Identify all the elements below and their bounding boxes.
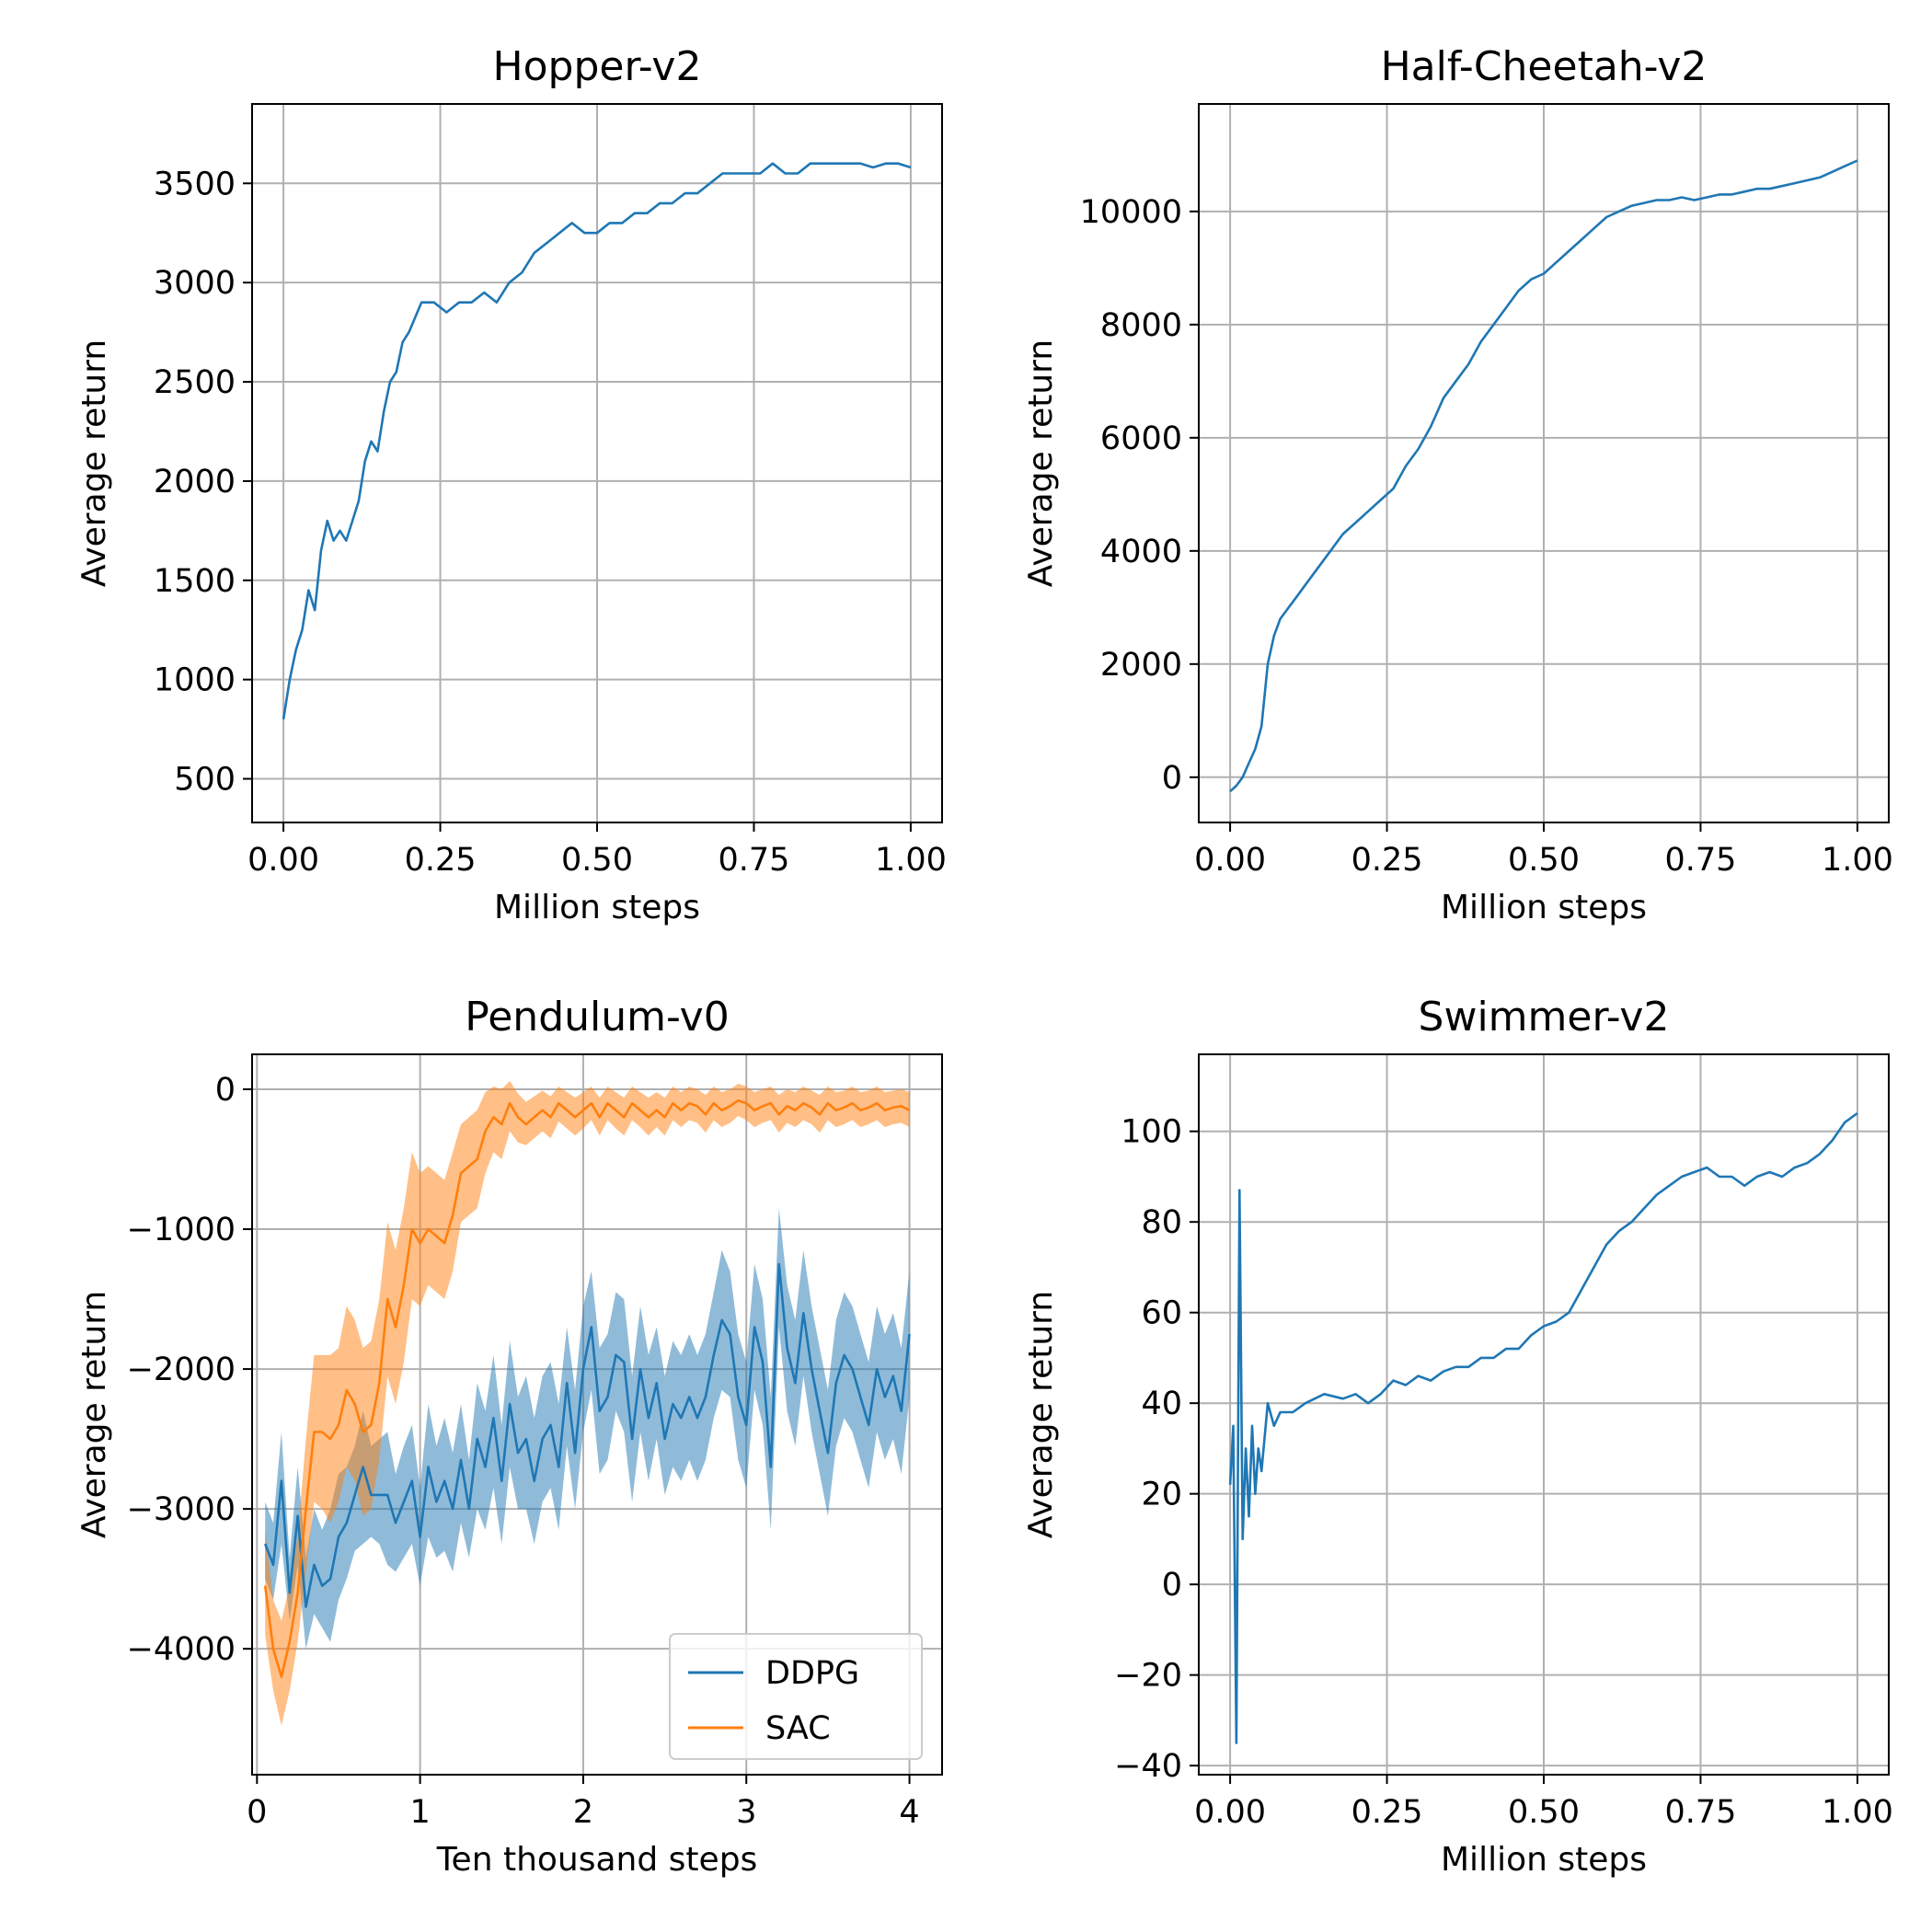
- x-tick-label: 0.00: [1194, 1794, 1266, 1831]
- x-tick-label: 0.25: [405, 842, 477, 879]
- legend-label-ddpg: DDPG: [765, 1655, 859, 1692]
- half-cheetah-panel: 0.00 0.25 0.50 0.75 1.00 0 2000 4000 6000 8000 100…: [1022, 43, 1893, 926]
- y-tick-label: 2000: [1100, 647, 1182, 684]
- y-axis-label: Average return: [75, 1291, 113, 1538]
- x-tick-label: 4: [899, 1794, 919, 1831]
- legend: DDPG SAC: [669, 1633, 923, 1760]
- y-tick-label: 10000: [1080, 194, 1182, 231]
- x-tick-label: 2: [573, 1794, 593, 1831]
- x-tick-label: 0.75: [718, 842, 789, 879]
- confidence-band-sac: [265, 1080, 910, 1726]
- hopper-panel: 0.00 0.25 0.50 0.75 1.00 500 1000 1500 2000 2500 3…: [75, 43, 947, 926]
- y-tick-label: 0: [1162, 760, 1182, 797]
- x-tick-label: 0.50: [1508, 1794, 1580, 1831]
- y-tick-label: 1000: [154, 662, 236, 699]
- series-line-return: [282, 162, 912, 720]
- y-tick-label: 20: [1141, 1477, 1182, 1513]
- y-tick-label: −4000: [127, 1631, 236, 1668]
- series-line-ddpg: [263, 1262, 911, 1608]
- x-tick-label: 0.25: [1351, 1794, 1423, 1831]
- y-tick-label: 4000: [1100, 534, 1182, 570]
- y-tick-label: 3500: [154, 166, 236, 202]
- y-axis-label: Average return: [1022, 339, 1060, 587]
- y-tick-label: 60: [1141, 1295, 1182, 1332]
- y-tick-label: 40: [1141, 1386, 1182, 1422]
- chart-title: Swimmer-v2: [1419, 994, 1670, 1041]
- axes-frame: [251, 1053, 943, 1776]
- x-tick-label: 0: [247, 1794, 267, 1831]
- y-tick-label: 2000: [154, 464, 236, 500]
- chart-title: Half-Cheetah-v2: [1381, 43, 1708, 90]
- x-tick-label: 1.00: [875, 842, 947, 879]
- y-tick-label: −3000: [127, 1491, 236, 1528]
- y-tick-label: −2000: [127, 1351, 236, 1388]
- x-axis-label: Ten thousand steps: [436, 1841, 758, 1879]
- y-axis-label: Average return: [75, 339, 113, 587]
- y-tick-label: 80: [1141, 1204, 1182, 1241]
- y-tick-label: 1500: [154, 563, 236, 600]
- y-tick-label: 2500: [154, 364, 236, 401]
- series-line-sac: [263, 1098, 911, 1678]
- pendulum-panel: 0 1 2 3 4 0 −1000 −2000 −3000 −4000 Pendulum-v0 T…: [75, 994, 943, 1879]
- y-tick-label: −1000: [127, 1212, 236, 1248]
- y-tick-label: 0: [215, 1072, 236, 1109]
- y-tick-label: 3000: [154, 265, 236, 302]
- x-tick-label: 0.50: [1508, 842, 1580, 879]
- x-tick-label: 0.00: [1194, 842, 1266, 879]
- y-tick-label: 6000: [1100, 420, 1182, 457]
- chart-title: Hopper-v2: [493, 43, 702, 90]
- y-axis-label: Average return: [1022, 1291, 1060, 1538]
- x-tick-label: 0.50: [561, 842, 633, 879]
- y-tick-label: −40: [1114, 1748, 1182, 1785]
- x-axis-label: Million steps: [1441, 1841, 1647, 1879]
- y-tick-label: 8000: [1100, 307, 1182, 344]
- y-tick-label: 500: [174, 762, 236, 799]
- chart-title: Pendulum-v0: [465, 994, 729, 1041]
- x-tick-label: 3: [736, 1794, 756, 1831]
- confidence-band-ddpg: [265, 1208, 910, 1650]
- x-tick-label: 0.00: [247, 842, 319, 879]
- series-line-return: [1229, 159, 1858, 793]
- x-tick-label: 0.75: [1664, 1794, 1736, 1831]
- x-tick-label: 0.25: [1351, 842, 1423, 879]
- series-line-return: [1228, 1111, 1858, 1744]
- y-tick-label: −20: [1114, 1658, 1182, 1695]
- x-tick-label: 1.00: [1822, 842, 1893, 879]
- x-axis-label: Million steps: [1441, 889, 1647, 926]
- y-tick-label: 0: [1162, 1567, 1182, 1604]
- x-tick-label: 1.00: [1822, 1794, 1893, 1831]
- y-tick-label: 100: [1121, 1114, 1182, 1151]
- x-axis-label: Million steps: [494, 889, 700, 926]
- x-tick-label: 1: [409, 1794, 430, 1831]
- legend-label-sac: SAC: [765, 1710, 831, 1747]
- x-tick-label: 0.75: [1664, 842, 1736, 879]
- swimmer-panel: 0.00 0.25 0.50 0.75 1.00 −40 −20 0 20 40 60 80 100 S…: [1022, 994, 1893, 1879]
